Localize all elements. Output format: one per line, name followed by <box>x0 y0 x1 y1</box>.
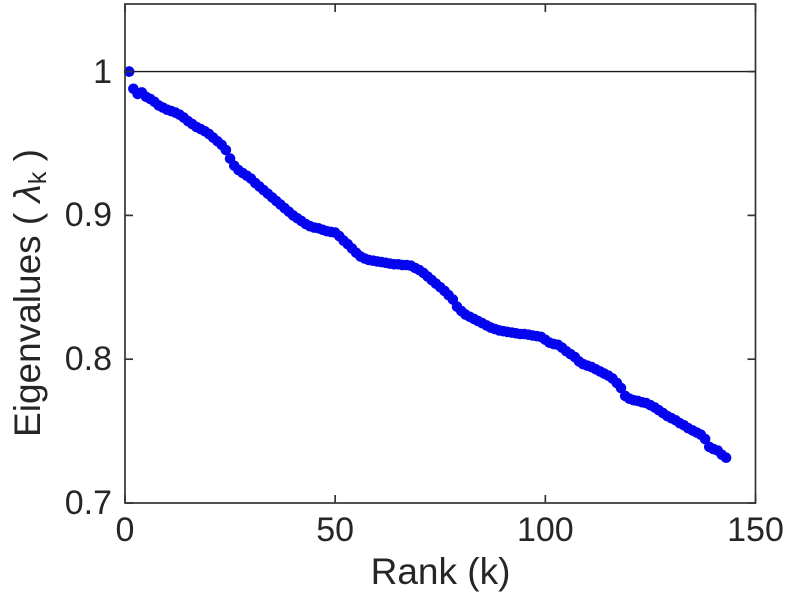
plot-frame <box>124 3 757 504</box>
data-point <box>699 433 711 445</box>
y-tick-label: 0.7 <box>64 484 112 522</box>
data-point <box>615 382 627 394</box>
lambda-symbol: λ <box>6 184 48 203</box>
x-axis-label: Rank (k) <box>370 551 511 592</box>
x-tick-label: 0 <box>115 511 135 549</box>
data-point <box>220 144 232 156</box>
x-tick-label: 50 <box>316 511 355 549</box>
lambda-subscript: k <box>24 171 53 185</box>
y-tick-label: 1 <box>93 52 112 91</box>
y-tick-label: 0.8 <box>64 340 112 379</box>
x-tick-label: 150 <box>727 511 784 549</box>
y-axis-label: Eigenvalues ( λk ) <box>7 149 53 437</box>
y-axis-label-close: ) <box>6 149 48 172</box>
x-tick-label: 100 <box>516 511 574 549</box>
y-axis-label-text: Eigenvalues ( <box>6 202 48 437</box>
data-point <box>720 452 732 464</box>
y-tick-label: 0.9 <box>64 196 112 235</box>
